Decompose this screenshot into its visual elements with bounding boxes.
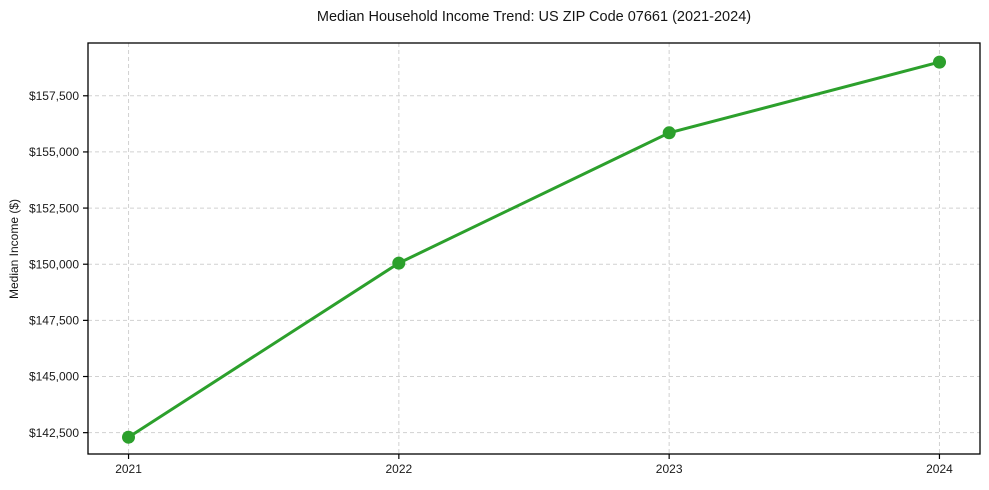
- y-tick-label: $152,500: [29, 201, 79, 215]
- data-point-2021: [122, 430, 135, 444]
- x-tick-label: 2023: [656, 462, 683, 476]
- y-tick-label: $150,000: [29, 257, 79, 271]
- y-tick-label: $155,000: [29, 145, 79, 159]
- data-point-2023: [662, 126, 676, 140]
- data-point-2024: [933, 55, 946, 69]
- x-tick-label: 2021: [115, 462, 142, 476]
- data-point-2022: [392, 256, 406, 270]
- x-tick-label: 2024: [926, 462, 953, 476]
- y-tick-label: $157,500: [29, 89, 79, 103]
- trend-line: [127, 60, 941, 439]
- y-tick-label: $147,500: [29, 314, 79, 328]
- y-tick-label: $145,000: [29, 370, 79, 384]
- x-tick-label: 2022: [385, 462, 412, 476]
- plot-border: [87, 42, 981, 455]
- chart-title: Median Household Income Trend: US ZIP Co…: [316, 9, 752, 25]
- y-tick-label: $142,500: [29, 426, 79, 440]
